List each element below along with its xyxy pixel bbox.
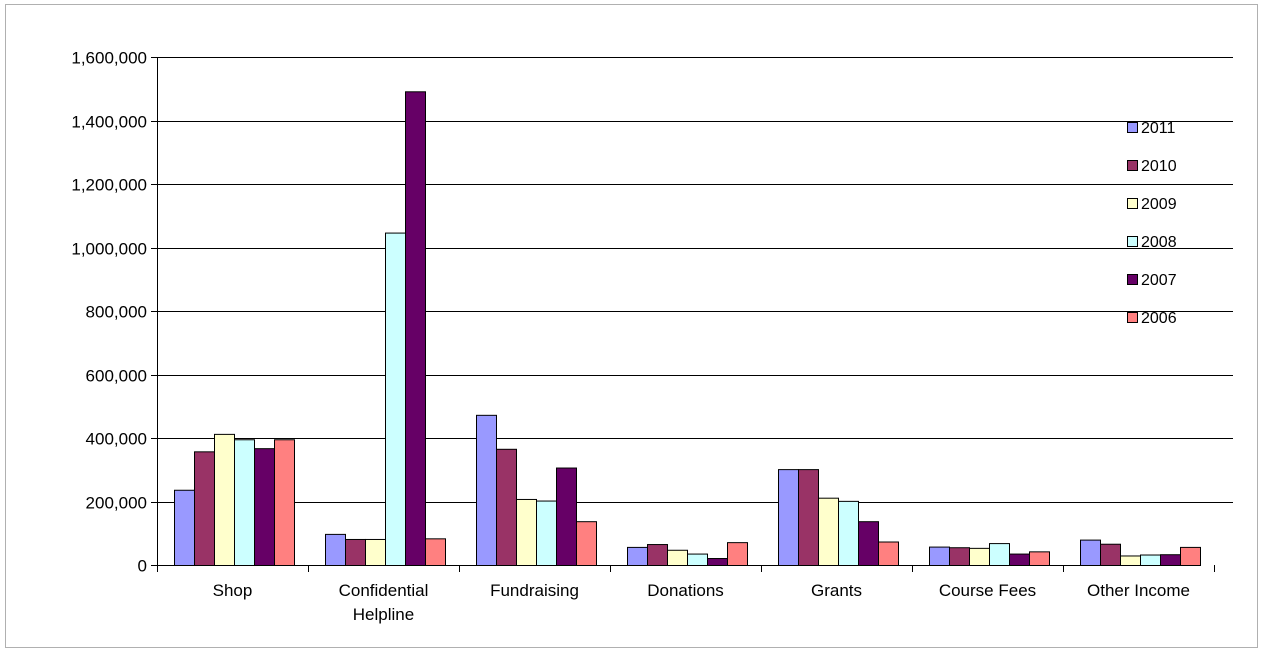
x-tick-label: Fundraising [490,581,579,600]
bar-2010-5 [949,547,970,566]
bar-2006-1 [425,538,446,567]
bar-2010-1 [345,538,366,567]
bar-2010-3 [647,544,668,566]
x-tick-label: Donations [647,581,724,600]
y-tick-label: 400,000 [86,430,147,449]
bar-2008-5 [989,543,1010,567]
bar-2009-2 [516,498,537,566]
bar-2010-0 [194,451,215,566]
legend-swatch-2006 [1127,312,1138,323]
legend-swatch-2008 [1127,236,1138,247]
bar-2009-3 [667,549,688,567]
legend-label-2006: 2006 [1141,310,1177,327]
bar-2006-5 [1029,551,1050,566]
bar-2011-2 [476,414,497,567]
bar-2011-1 [325,533,346,567]
bar-2009-4 [818,497,839,566]
legend-label-2007: 2007 [1141,272,1177,289]
bar-2006-4 [878,541,899,567]
legend-label-2011: 2011 [1141,120,1176,137]
bar-2006-0 [274,439,295,566]
bar-2010-6 [1100,543,1121,566]
x-tick-label: Course Fees [939,581,1036,600]
x-tick-label: Grants [811,581,862,600]
bar-2007-6 [1160,554,1181,567]
x-tick-label: Shop [213,581,253,600]
legend-label-2010: 2010 [1141,158,1177,175]
bar-2011-5 [929,546,950,567]
bar-2007-1 [405,91,426,566]
bar-2008-6 [1140,554,1161,567]
bar-2011-6 [1080,539,1101,566]
bar-2007-4 [858,521,879,566]
bar-2009-1 [365,538,386,567]
bar-2006-3 [727,542,748,567]
legend-swatch-2011 [1127,122,1138,133]
x-tick-label: Confidential [339,581,429,600]
bar-2008-4 [838,500,859,566]
legend-label-2008: 2008 [1141,234,1177,251]
y-tick-label: 0 [138,557,147,576]
legend-swatch-2009 [1127,198,1138,209]
legend-swatch-2007 [1127,274,1138,285]
bar-2006-2 [576,521,597,566]
bar-2011-4 [778,469,799,566]
y-tick-label: 200,000 [86,494,147,513]
bar-2007-5 [1009,553,1030,567]
bar-2011-0 [174,489,195,566]
y-tick-label: 600,000 [86,367,147,386]
bar-2008-1 [385,232,406,566]
bar-2008-2 [536,500,557,566]
x-tick-label: Other Income [1087,581,1190,600]
y-tick-label: 1,600,000 [71,49,147,68]
bar-2007-2 [556,467,577,566]
bar-2009-5 [969,547,990,566]
x-tick-label: Helpline [353,605,414,624]
bar-2009-6 [1120,555,1141,566]
y-tick-label: 800,000 [86,303,147,322]
bar-2006-6 [1180,546,1201,567]
bar-2007-0 [254,448,275,566]
bar-2011-3 [627,546,648,567]
y-tick-label: 1,000,000 [71,240,147,259]
bar-2009-0 [214,433,235,566]
bar-2007-3 [707,558,728,567]
legend-swatch-2010 [1127,160,1138,171]
legend-label-2009: 2009 [1141,196,1177,213]
bar-2008-3 [687,553,708,567]
y-tick-label: 1,400,000 [71,113,147,132]
bar-2008-0 [234,439,255,566]
bar-2010-2 [496,448,517,567]
y-tick-label: 1,200,000 [71,176,147,195]
bar-2010-4 [798,469,819,566]
